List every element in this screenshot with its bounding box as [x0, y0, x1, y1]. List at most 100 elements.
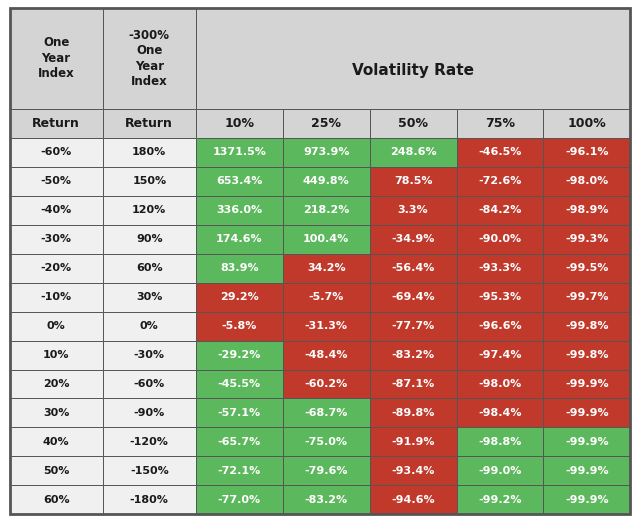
Text: 100.4%: 100.4%	[303, 234, 349, 244]
Bar	[102, 196, 196, 225]
Text: 50%: 50%	[398, 117, 428, 130]
Text: 10%: 10%	[43, 350, 69, 360]
Bar	[543, 138, 630, 167]
Bar	[543, 167, 630, 196]
Text: -180%: -180%	[130, 495, 169, 505]
Bar	[370, 283, 456, 312]
Bar	[196, 370, 283, 398]
Bar	[283, 167, 370, 196]
Text: -83.2%: -83.2%	[392, 350, 435, 360]
Bar	[283, 254, 370, 283]
Bar	[370, 370, 456, 398]
Bar	[10, 8, 102, 109]
Text: -10%: -10%	[40, 292, 72, 302]
Bar	[102, 312, 196, 340]
Bar	[196, 8, 630, 109]
Text: 20%: 20%	[43, 379, 69, 389]
Text: -60%: -60%	[134, 379, 165, 389]
Text: 60%: 60%	[43, 495, 70, 505]
Text: 449.8%: 449.8%	[303, 176, 349, 186]
Text: -99.9%: -99.9%	[565, 466, 609, 476]
Text: -87.1%: -87.1%	[392, 379, 435, 389]
Bar	[283, 370, 370, 398]
Text: One
Year
Index: One Year Index	[38, 37, 74, 80]
Bar	[456, 312, 543, 340]
Text: 973.9%: 973.9%	[303, 148, 349, 158]
Bar	[456, 485, 543, 514]
Bar	[102, 254, 196, 283]
Bar	[10, 456, 102, 485]
Text: -83.2%: -83.2%	[305, 495, 348, 505]
Text: 218.2%: 218.2%	[303, 205, 349, 216]
Text: -75.0%: -75.0%	[305, 437, 348, 447]
Bar	[10, 485, 102, 514]
Text: -97.4%: -97.4%	[478, 350, 522, 360]
Text: -93.4%: -93.4%	[392, 466, 435, 476]
Text: 336.0%: 336.0%	[216, 205, 262, 216]
Bar	[456, 398, 543, 428]
Text: 40%: 40%	[43, 437, 70, 447]
Text: -84.2%: -84.2%	[478, 205, 522, 216]
Bar	[196, 485, 283, 514]
Bar	[196, 398, 283, 428]
Bar	[543, 109, 630, 138]
Bar	[10, 370, 102, 398]
Bar	[283, 428, 370, 456]
Bar	[543, 283, 630, 312]
Text: -56.4%: -56.4%	[392, 263, 435, 273]
Text: -30%: -30%	[134, 350, 164, 360]
Bar	[10, 398, 102, 428]
Bar	[283, 485, 370, 514]
Text: -29.2%: -29.2%	[218, 350, 261, 360]
Bar	[456, 138, 543, 167]
Text: -60%: -60%	[40, 148, 72, 158]
Bar	[456, 225, 543, 254]
Bar	[456, 254, 543, 283]
Text: -98.9%: -98.9%	[565, 205, 609, 216]
Text: -99.9%: -99.9%	[565, 408, 609, 418]
Bar	[10, 225, 102, 254]
Bar	[283, 109, 370, 138]
Text: -300%
One
Year
Index: -300% One Year Index	[129, 29, 170, 88]
Bar	[102, 225, 196, 254]
Bar	[10, 196, 102, 225]
Text: -94.6%: -94.6%	[391, 495, 435, 505]
Bar	[283, 196, 370, 225]
Bar	[543, 254, 630, 283]
Text: 10%: 10%	[224, 117, 254, 130]
Bar	[543, 485, 630, 514]
Bar	[10, 167, 102, 196]
Bar	[283, 398, 370, 428]
Bar	[102, 8, 196, 109]
Bar	[102, 485, 196, 514]
Text: -89.8%: -89.8%	[392, 408, 435, 418]
Text: 25%: 25%	[311, 117, 341, 130]
Bar	[456, 370, 543, 398]
Text: 50%: 50%	[43, 466, 69, 476]
Text: -45.5%: -45.5%	[218, 379, 261, 389]
Bar	[102, 370, 196, 398]
Bar	[370, 340, 456, 370]
Bar	[370, 225, 456, 254]
Bar	[196, 283, 283, 312]
Bar	[196, 196, 283, 225]
Bar	[283, 283, 370, 312]
Text: -99.8%: -99.8%	[565, 350, 609, 360]
Bar	[370, 398, 456, 428]
Text: 29.2%: 29.2%	[220, 292, 259, 302]
Bar	[370, 485, 456, 514]
Bar	[370, 312, 456, 340]
Text: -99.7%: -99.7%	[565, 292, 609, 302]
Text: -77.0%: -77.0%	[218, 495, 261, 505]
Text: -98.0%: -98.0%	[565, 176, 609, 186]
Text: -48.4%: -48.4%	[305, 350, 348, 360]
Text: -69.4%: -69.4%	[391, 292, 435, 302]
Bar	[456, 283, 543, 312]
Bar	[102, 109, 196, 138]
Text: -98.8%: -98.8%	[478, 437, 522, 447]
Text: -93.3%: -93.3%	[479, 263, 522, 273]
Text: -98.0%: -98.0%	[479, 379, 522, 389]
Bar	[543, 312, 630, 340]
Text: 174.6%: 174.6%	[216, 234, 262, 244]
Bar	[102, 340, 196, 370]
